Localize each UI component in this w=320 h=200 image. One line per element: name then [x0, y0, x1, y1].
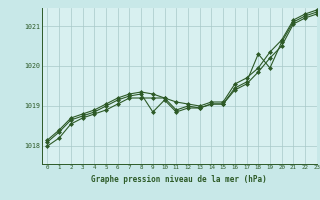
X-axis label: Graphe pression niveau de la mer (hPa): Graphe pression niveau de la mer (hPa) [91, 175, 267, 184]
